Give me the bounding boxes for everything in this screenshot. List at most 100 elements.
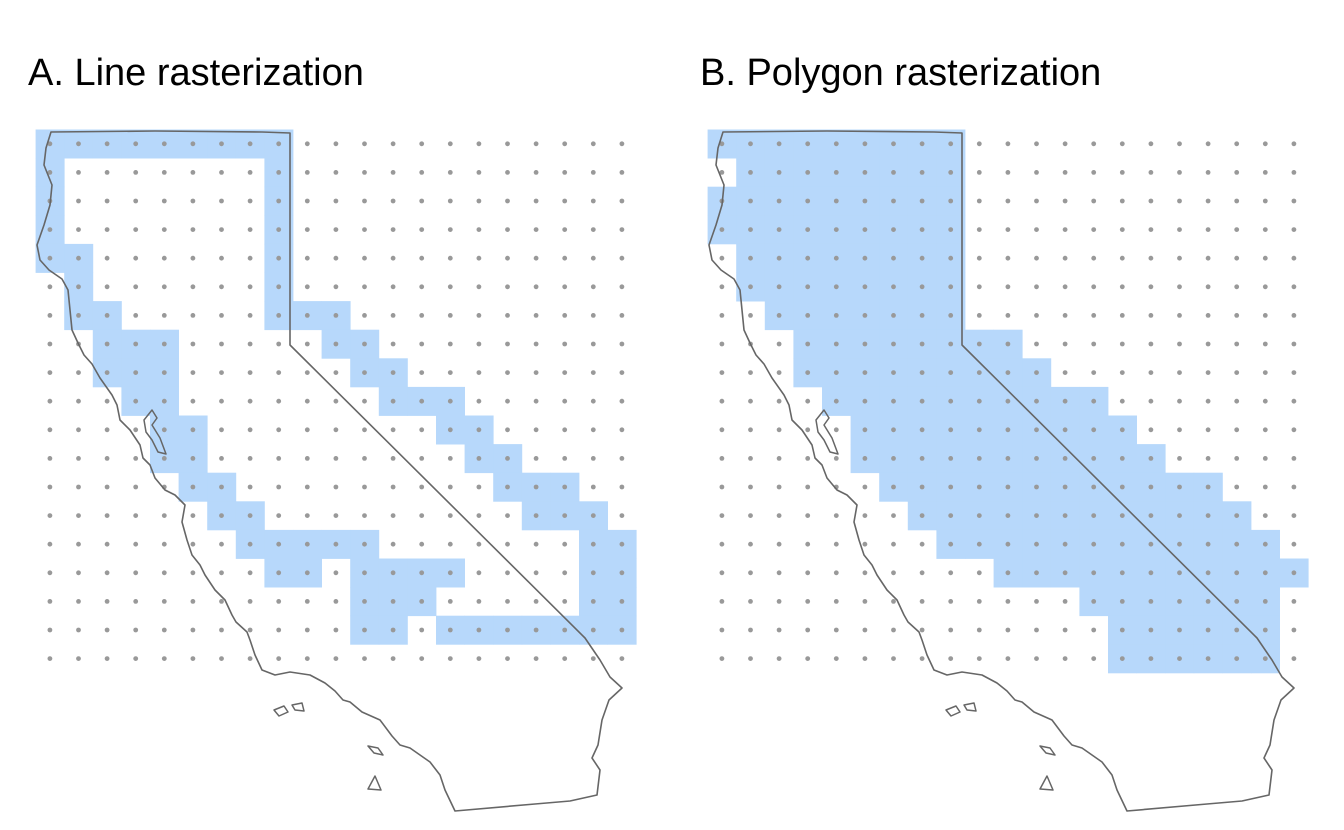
grid-dot <box>776 570 782 576</box>
grid-dot <box>133 599 139 604</box>
grid-dot <box>562 398 568 404</box>
grid-dot <box>1034 170 1039 175</box>
grid-dot <box>862 599 868 604</box>
grid-dot <box>447 170 453 175</box>
grid-dot <box>748 398 753 404</box>
grid-dot <box>805 456 811 461</box>
grid-dot <box>76 513 81 518</box>
grid-dot <box>161 170 167 175</box>
grid-dot <box>776 141 782 147</box>
grid-dot <box>1034 370 1039 375</box>
grid-dot <box>833 255 839 261</box>
grid-dot <box>47 484 53 490</box>
grid-dot <box>161 627 167 633</box>
grid-dot <box>533 198 539 204</box>
grid-dot <box>276 427 282 433</box>
grid-dot <box>748 541 753 547</box>
grid-dot <box>862 570 868 576</box>
grid-dot <box>1148 541 1154 547</box>
grid-dot <box>562 227 568 232</box>
grid-dot <box>776 170 782 175</box>
grid-dot <box>805 427 811 433</box>
grid-dot <box>562 284 568 290</box>
grid-dot <box>104 427 110 433</box>
grid-dot <box>1177 427 1182 433</box>
grid-dot <box>419 484 425 490</box>
grid-dot <box>447 456 453 461</box>
grid-dot <box>1205 570 1211 576</box>
grid-dot <box>1177 484 1182 490</box>
grid-dot <box>161 370 167 375</box>
grid-dot <box>76 398 81 404</box>
grid-dot <box>161 427 167 433</box>
grid-dot <box>1177 170 1182 175</box>
grid-dot <box>948 427 954 433</box>
grid-dot <box>976 513 982 518</box>
grid-dot <box>333 513 339 518</box>
grid-dot <box>1291 198 1297 204</box>
grid-dot <box>1034 484 1039 490</box>
grid-dot <box>1262 198 1268 204</box>
grid-dot <box>748 170 753 175</box>
grid-dot <box>104 170 110 175</box>
grid-dot <box>362 198 367 204</box>
grid-dot <box>247 627 253 633</box>
grid-dot <box>304 227 310 232</box>
grid-dot <box>505 484 510 490</box>
island-boundary <box>367 775 382 791</box>
grid-dot <box>390 541 396 547</box>
grid-dot <box>1062 227 1068 232</box>
grid-dot <box>104 227 110 232</box>
grid-dot <box>1034 627 1039 633</box>
grid-dot <box>133 570 139 576</box>
grid-dot <box>948 627 954 633</box>
grid-dot <box>419 370 425 375</box>
grid-dot <box>1119 341 1125 347</box>
grid-dot <box>748 198 753 204</box>
grid-dot <box>862 427 868 433</box>
grid-dot <box>505 255 510 261</box>
grid-dot <box>390 656 396 661</box>
grid-dot <box>505 370 510 375</box>
grid-dot <box>948 541 954 547</box>
grid-dot <box>476 427 482 433</box>
panel-b-polygon-rasterization <box>707 129 1309 812</box>
grid-dot <box>862 627 868 633</box>
grid-dot <box>1062 456 1068 461</box>
grid-dot <box>1034 341 1039 347</box>
grid-dot <box>533 141 539 147</box>
grid-dot <box>590 341 596 347</box>
grid-dot <box>505 541 510 547</box>
grid-dot <box>276 227 282 232</box>
grid-dot <box>862 484 868 490</box>
grid-dot <box>1119 141 1125 147</box>
grid-dot <box>276 627 282 633</box>
grid-dot <box>505 599 510 604</box>
grid-dot <box>919 456 925 461</box>
grid-dot <box>1148 313 1154 318</box>
grid-dot <box>590 170 596 175</box>
grid-dot <box>862 313 868 318</box>
grid-dot <box>247 284 253 290</box>
grid-dot <box>104 341 110 347</box>
grid-dot <box>748 427 753 433</box>
grid-dot <box>562 198 568 204</box>
grid-dot <box>719 370 725 375</box>
grid-dot <box>304 341 310 347</box>
grid-dot <box>1234 313 1240 318</box>
grid-dot <box>447 627 453 633</box>
grid-dot <box>590 484 596 490</box>
grid-dot <box>976 599 982 604</box>
grid-dot <box>247 456 253 461</box>
island-boundary <box>1039 775 1054 791</box>
grid-dot <box>919 627 925 633</box>
grid-dot <box>719 456 725 461</box>
grid-dot <box>1205 513 1211 518</box>
grid-dot <box>76 141 81 147</box>
grid-dot <box>362 541 367 547</box>
grid-dot <box>891 484 896 490</box>
grid-dot <box>1034 313 1039 318</box>
grid-dot <box>1119 398 1125 404</box>
grid-dot <box>805 284 811 290</box>
grid-dot <box>104 398 110 404</box>
